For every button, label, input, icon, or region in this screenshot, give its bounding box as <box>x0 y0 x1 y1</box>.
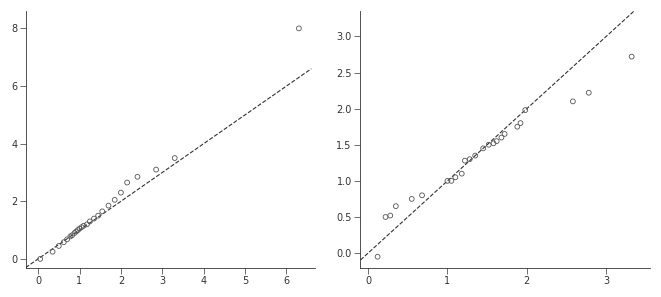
Point <box>584 90 594 95</box>
Point <box>69 230 80 235</box>
Point <box>93 213 103 218</box>
Point <box>61 237 72 242</box>
Point <box>372 254 383 259</box>
Point <box>35 257 46 261</box>
Point <box>520 108 531 113</box>
Point <box>496 135 507 140</box>
Point <box>132 174 143 179</box>
Point <box>488 141 499 146</box>
Point <box>446 178 457 183</box>
Point <box>512 124 523 129</box>
Point <box>407 197 417 201</box>
Point <box>293 26 304 31</box>
Point <box>478 146 488 151</box>
Point <box>416 193 427 198</box>
Point <box>385 213 395 218</box>
Point <box>459 158 470 163</box>
Point <box>110 198 120 202</box>
Point <box>169 156 180 160</box>
Point <box>76 225 87 230</box>
Point <box>58 240 69 244</box>
Point <box>85 219 95 224</box>
Point <box>89 216 99 221</box>
Point <box>54 244 64 248</box>
Point <box>74 226 85 231</box>
Point <box>116 190 126 195</box>
Point <box>470 153 481 158</box>
Point <box>450 175 461 180</box>
Point <box>67 233 77 238</box>
Point <box>97 209 108 214</box>
Point <box>48 249 58 254</box>
Point <box>380 215 391 219</box>
Point <box>73 228 83 233</box>
Point <box>465 157 475 162</box>
Point <box>515 121 525 125</box>
Point <box>499 132 510 136</box>
Point <box>483 142 494 147</box>
Point <box>457 171 467 176</box>
Point <box>442 178 453 183</box>
Point <box>82 222 93 227</box>
Point <box>568 99 578 104</box>
Point <box>627 54 637 59</box>
Point <box>391 204 401 208</box>
Point <box>71 229 81 234</box>
Point <box>122 180 132 185</box>
Point <box>151 167 161 172</box>
Point <box>65 234 76 239</box>
Point <box>491 139 502 143</box>
Point <box>79 223 89 228</box>
Point <box>103 203 114 208</box>
